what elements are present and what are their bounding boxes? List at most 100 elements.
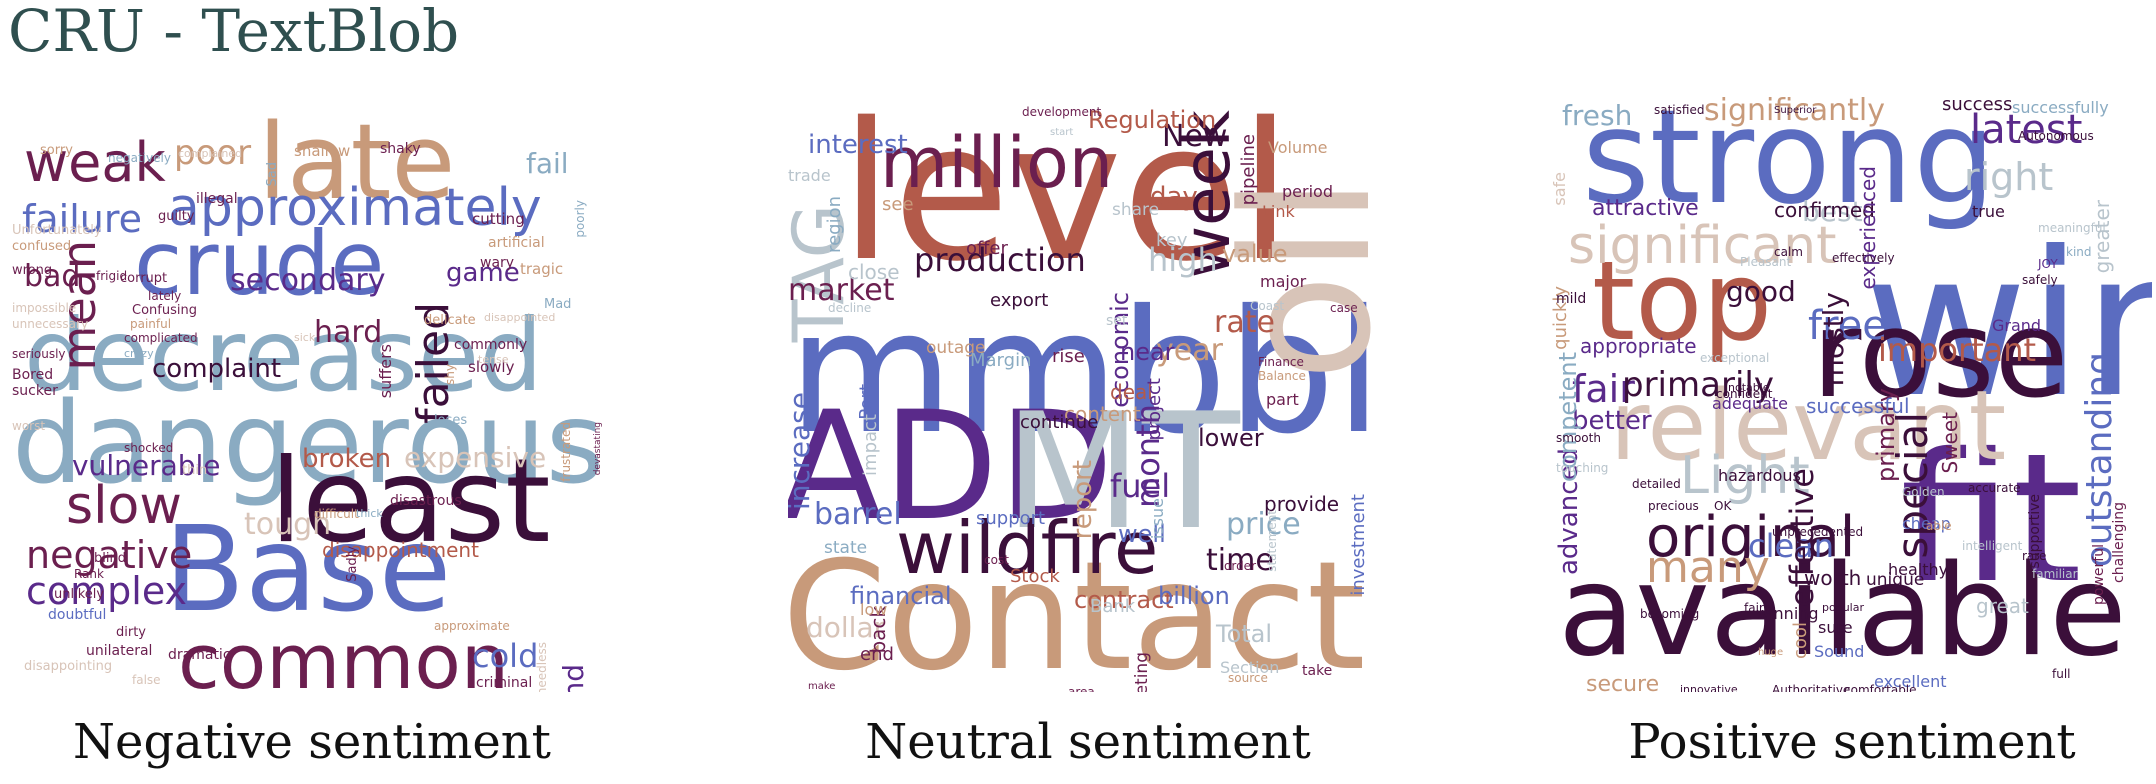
- neg-word-blind: blind: [94, 551, 126, 566]
- pos-word-experienced: experienced: [1856, 166, 1880, 290]
- pos-word-true: true: [1972, 202, 2005, 221]
- neu-word-take: take: [1302, 663, 1333, 679]
- neg-word-mad: Mad: [544, 297, 572, 312]
- pos-word-rare: rare: [2022, 549, 2047, 563]
- neg-word-expensive: expensive: [404, 441, 547, 474]
- pos-word-important: important: [1878, 331, 2037, 369]
- pos-word-free: free: [1808, 303, 1887, 349]
- neg-word-confused: confused: [12, 239, 72, 254]
- neg-word-painful: painful: [130, 317, 172, 331]
- neg-word-slow: slow: [66, 476, 182, 536]
- neg-word-cold: cold: [472, 637, 539, 675]
- pos-word-hazardous: hazardous: [1718, 466, 1801, 485]
- pos-word-sweet: Sweet: [1938, 412, 1962, 474]
- neu-word-source: source: [1228, 671, 1268, 685]
- neg-word-loses: loses: [434, 413, 468, 428]
- pos-word-strong: strong: [1582, 92, 1996, 233]
- pos-word-ok: OK: [1714, 499, 1732, 513]
- pos-word-light: Light: [1680, 446, 1810, 506]
- pos-word-right: right: [1964, 155, 2054, 199]
- neu-word-add: ADD: [788, 380, 1114, 554]
- neu-word-start: start: [1050, 127, 1074, 138]
- neg-word-secondary: secondary: [230, 263, 386, 298]
- neg-word-shaky: shaky: [380, 141, 421, 157]
- pos-word-popular: popular: [1822, 601, 1864, 614]
- pos-word-original: original: [1646, 505, 1856, 570]
- neg-word-illegal: illegal: [196, 191, 238, 207]
- neg-word-sorry: sorry: [40, 143, 73, 158]
- neg-word-bored: Bored: [12, 367, 54, 383]
- pos-word-notable: notable: [1728, 381, 1770, 394]
- positive-sentiment-wordcloud: win available fit strong rose top relevant sign…: [1552, 92, 2152, 692]
- pos-word-adequate: adequate: [1712, 394, 1789, 413]
- neu-word-finance: Finance: [1258, 355, 1304, 369]
- pos-word-cool: cool: [1790, 622, 1811, 659]
- neu-word-close: close: [848, 260, 900, 284]
- neu-word-project: project: [1144, 378, 1165, 441]
- neu-word-balance: Balance: [1258, 369, 1306, 383]
- pos-word-challenging: challenging: [2111, 502, 2127, 583]
- pos-word-fair: fair: [1572, 367, 1635, 411]
- neg-word-commonly: commonly: [454, 337, 528, 353]
- neu-word-year: year: [1156, 333, 1223, 368]
- pos-word-huge: huge: [1758, 647, 1784, 658]
- pos-word-fit: fit: [1900, 415, 2082, 622]
- neg-word-dramatic: dramatic: [168, 647, 231, 663]
- neg-word-thin: thin: [182, 463, 208, 478]
- neu-word-increase: increase: [788, 392, 816, 511]
- negative-sentiment-wordcloud: dangerous decreased least Base common late cru…: [12, 92, 612, 692]
- neu-word-report: report: [1068, 460, 1098, 540]
- pos-word-relevant: relevant: [1610, 370, 2007, 482]
- neu-word-production: production: [914, 241, 1086, 279]
- neg-word-fail: fail: [526, 147, 569, 180]
- neu-word-stock: Stock: [1010, 566, 1060, 587]
- neu-word-volume: Volume: [1268, 138, 1328, 157]
- pos-word-kind: kind: [2066, 245, 2092, 259]
- neu-word-make: make: [808, 681, 836, 692]
- pos-word-secure: secure: [1586, 672, 1660, 693]
- neg-word-approximate: approximate: [434, 619, 510, 633]
- pos-word-good: good: [1726, 275, 1796, 308]
- neu-word-order: order: [1224, 559, 1256, 573]
- pos-word-comfortable: comfortable: [1844, 683, 1917, 692]
- pos-word-fairly: fairly: [1744, 601, 1775, 615]
- pos-word-exceptional: exceptional: [1700, 351, 1770, 365]
- neu-word-outage: outage: [926, 338, 986, 358]
- pos-word-pleasant: Pleasant: [1740, 255, 1792, 269]
- neu-word-dollar: dollar: [806, 611, 886, 644]
- pos-word-appropriate: appropriate: [1580, 334, 1697, 358]
- neg-word-impossible: impossible: [12, 301, 77, 315]
- neu-word-regulation: Regulation: [1088, 106, 1217, 134]
- neu-word-billion: billion: [1158, 582, 1230, 610]
- neu-word-link: Link: [1262, 202, 1295, 221]
- pos-word-safe: safe: [1552, 172, 1569, 206]
- neu-word-deal: deal: [1110, 380, 1153, 404]
- pos-word-successful: successful: [1806, 394, 1910, 418]
- neg-word-base: Base: [164, 500, 452, 638]
- neu-word-statement: statement: [1265, 510, 1279, 572]
- pos-word-detailed: detailed: [1632, 477, 1681, 491]
- neg-word-difficult: difficult: [314, 507, 359, 521]
- neu-word-mt: MT: [1004, 378, 1240, 565]
- neu-word-state: state: [824, 538, 868, 558]
- neg-word-late: late: [258, 101, 456, 223]
- neg-word-false: false: [132, 673, 161, 687]
- pos-word-winning: winning: [1756, 604, 1819, 623]
- neu-word-key: key: [1156, 230, 1188, 251]
- neg-word-disappointing: disappointing: [24, 659, 113, 674]
- neu-word-issue: issue: [1148, 498, 1167, 540]
- neg-word-criminal: criminal: [476, 675, 533, 691]
- pos-word-mild: mild: [1556, 291, 1587, 307]
- neu-word-set: set: [1106, 313, 1128, 329]
- pos-word-accurate: accurate: [1968, 481, 2021, 495]
- pos-word-innovative: innovative: [1680, 683, 1738, 692]
- neu-word-interest: interest: [808, 130, 908, 160]
- neg-word-dirty: dirty: [116, 625, 146, 640]
- neg-word-tragic: tragic: [520, 260, 564, 278]
- neu-word-period: period: [1282, 182, 1333, 201]
- pos-word-rose: rose: [1812, 286, 2069, 425]
- neu-word-new: New: [1162, 119, 1228, 154]
- neu-word-export: export: [990, 290, 1049, 311]
- neg-word-complex: complex: [26, 569, 188, 613]
- neg-word-delicate: delicate: [424, 313, 476, 328]
